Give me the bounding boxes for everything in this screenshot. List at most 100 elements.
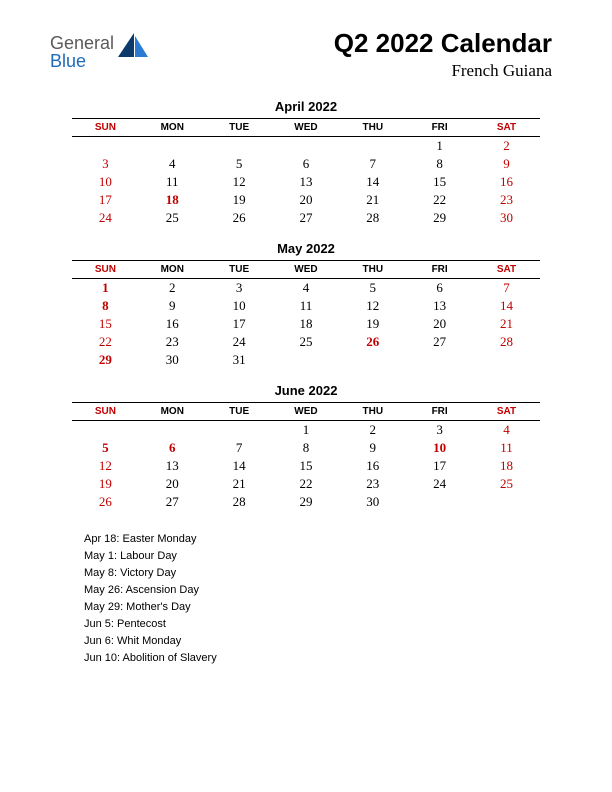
holiday-item: Jun 6: Whit Monday	[84, 633, 612, 650]
calendar-cell	[339, 351, 406, 369]
calendar-cell: 15	[406, 173, 473, 191]
calendar-cell: 22	[406, 191, 473, 209]
calendar-cell: 8	[406, 155, 473, 173]
calendar-row: 3456789	[72, 155, 540, 173]
calendar-cell	[473, 493, 540, 511]
calendar-cell: 17	[72, 191, 139, 209]
calendar-cell: 1	[273, 421, 340, 440]
calendar-cell: 8	[273, 439, 340, 457]
calendar-cell: 26	[206, 209, 273, 227]
calendar-cell	[72, 137, 139, 156]
calendar-cell	[473, 351, 540, 369]
day-header: MON	[139, 261, 206, 279]
calendar-cell: 6	[273, 155, 340, 173]
calendar-cell: 19	[72, 475, 139, 493]
calendar-cell: 2	[473, 137, 540, 156]
calendar-cell	[139, 137, 206, 156]
calendar-cell: 20	[139, 475, 206, 493]
calendar-cell: 12	[206, 173, 273, 191]
calendar-cell: 30	[473, 209, 540, 227]
calendar-row: 19202122232425	[72, 475, 540, 493]
day-header: FRI	[406, 119, 473, 137]
calendar-cell: 6	[406, 279, 473, 298]
day-header: FRI	[406, 261, 473, 279]
calendar-cell: 14	[473, 297, 540, 315]
calendar-cell: 20	[406, 315, 473, 333]
calendar-row: 1234	[72, 421, 540, 440]
calendar-row: 17181920212223	[72, 191, 540, 209]
calendar-cell: 29	[72, 351, 139, 369]
day-header: SAT	[473, 261, 540, 279]
logo: General Blue	[50, 34, 150, 70]
calendar-row: 2627282930	[72, 493, 540, 511]
calendar-row: 12	[72, 137, 540, 156]
calendar-cell: 15	[72, 315, 139, 333]
day-header: THU	[339, 403, 406, 421]
calendar-cell: 1	[72, 279, 139, 298]
day-header: SUN	[72, 403, 139, 421]
calendar-cell: 16	[473, 173, 540, 191]
calendar-cell: 14	[206, 457, 273, 475]
calendar-cell: 5	[206, 155, 273, 173]
calendar-cell: 28	[206, 493, 273, 511]
calendar-cell: 12	[339, 297, 406, 315]
day-header: SAT	[473, 119, 540, 137]
holiday-item: May 8: Victory Day	[84, 565, 612, 582]
holiday-item: Jun 5: Pentecost	[84, 616, 612, 633]
calendar-cell: 27	[273, 209, 340, 227]
calendar-cell: 15	[273, 457, 340, 475]
logo-word-blue: Blue	[50, 51, 86, 71]
calendar-cell: 13	[273, 173, 340, 191]
calendar-cell: 13	[406, 297, 473, 315]
calendar-cell: 19	[339, 315, 406, 333]
day-header: TUE	[206, 119, 273, 137]
calendar-cell: 21	[206, 475, 273, 493]
calendar-cell: 7	[339, 155, 406, 173]
calendar-cell: 24	[206, 333, 273, 351]
calendar-cell: 21	[339, 191, 406, 209]
calendar-cell: 3	[406, 421, 473, 440]
calendar-cell: 7	[206, 439, 273, 457]
calendar-cell	[339, 137, 406, 156]
calendar-cell: 1	[406, 137, 473, 156]
calendar-table: SUNMONTUEWEDTHUFRISAT1234567891011121314…	[72, 402, 540, 511]
calendar-cell: 18	[273, 315, 340, 333]
holiday-list: Apr 18: Easter MondayMay 1: Labour DayMa…	[0, 525, 612, 667]
holiday-item: Apr 18: Easter Monday	[84, 531, 612, 548]
calendar-cell: 27	[406, 333, 473, 351]
calendar-cell: 4	[473, 421, 540, 440]
calendar-cell: 11	[139, 173, 206, 191]
calendar-cell: 16	[139, 315, 206, 333]
calendar-row: 24252627282930	[72, 209, 540, 227]
month-block: May 2022SUNMONTUEWEDTHUFRISAT12345678910…	[72, 241, 540, 369]
calendar-row: 1234567	[72, 279, 540, 298]
calendar-cell: 5	[339, 279, 406, 298]
calendar-cell	[406, 351, 473, 369]
calendar-cell: 10	[72, 173, 139, 191]
calendar-cell: 25	[139, 209, 206, 227]
calendar-cell: 28	[339, 209, 406, 227]
day-header: MON	[139, 119, 206, 137]
calendar-table: SUNMONTUEWEDTHUFRISAT1234567891011121314…	[72, 118, 540, 227]
calendar-cell: 16	[339, 457, 406, 475]
calendar-cell	[406, 493, 473, 511]
month-title: June 2022	[72, 383, 540, 398]
day-header: WED	[273, 119, 340, 137]
calendar-cell: 18	[139, 191, 206, 209]
day-header: MON	[139, 403, 206, 421]
month-title: April 2022	[72, 99, 540, 114]
calendar-table: SUNMONTUEWEDTHUFRISAT1234567891011121314…	[72, 260, 540, 369]
calendar-cell: 13	[139, 457, 206, 475]
day-header: FRI	[406, 403, 473, 421]
day-header: WED	[273, 261, 340, 279]
calendar-cell: 25	[273, 333, 340, 351]
calendar-cell: 20	[273, 191, 340, 209]
month-title: May 2022	[72, 241, 540, 256]
calendar-row: 293031	[72, 351, 540, 369]
calendar-cell: 17	[206, 315, 273, 333]
holiday-item: May 26: Ascension Day	[84, 582, 612, 599]
calendar-cell: 29	[406, 209, 473, 227]
day-header: TUE	[206, 403, 273, 421]
holiday-item: May 29: Mother's Day	[84, 599, 612, 616]
calendar-cell: 2	[139, 279, 206, 298]
